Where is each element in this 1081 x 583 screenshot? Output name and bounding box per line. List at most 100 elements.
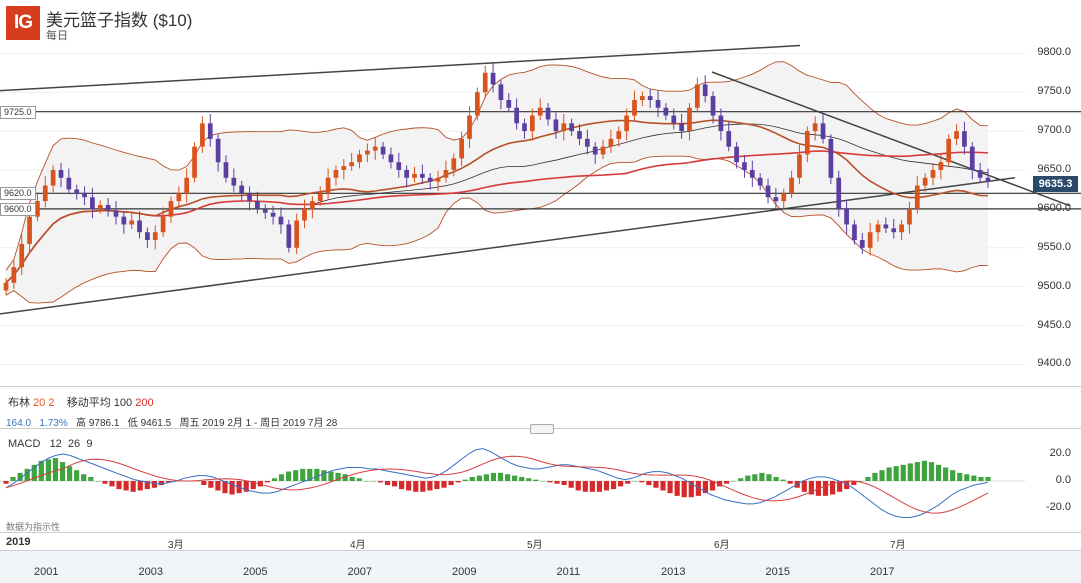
instrument-title: 美元篮子指数 ($10) — [46, 11, 193, 30]
macd-histogram-bar — [957, 472, 963, 481]
macd-histogram-bar — [285, 471, 292, 481]
macd-histogram-bar — [808, 481, 814, 495]
candle — [749, 160, 755, 188]
macd-histogram-bar — [490, 472, 497, 481]
low-label: 低 — [127, 418, 138, 429]
candle — [66, 168, 72, 195]
candle — [938, 152, 944, 180]
time-navigator[interactable] — [0, 550, 1081, 583]
candle — [3, 278, 9, 296]
panel-resize-handle[interactable] — [530, 424, 554, 434]
macd-histogram-bar — [201, 481, 207, 486]
candle — [734, 142, 739, 169]
y-tick-label: 9600.0 — [1037, 201, 1071, 214]
candle — [223, 155, 229, 183]
macd-histogram-bar — [582, 481, 588, 492]
candle — [679, 114, 684, 139]
y-tick-label: 9800.0 — [1037, 46, 1071, 59]
x-tick-label: 6月 — [714, 540, 730, 551]
macd-legend[interactable]: MACD 12 26 9 — [8, 438, 92, 450]
candle — [27, 212, 32, 254]
macd-histogram-bar — [695, 481, 701, 496]
candle — [914, 176, 920, 214]
bollinger-lower — [5, 155, 989, 304]
candle — [977, 163, 983, 183]
macd-histogram-bar — [822, 481, 829, 496]
macd-histogram-bar — [540, 481, 546, 482]
macd-histogram-bar — [978, 476, 984, 481]
trendline — [0, 44, 801, 92]
candle — [482, 65, 488, 99]
macd-histogram-bar — [526, 478, 532, 481]
candle — [184, 168, 190, 203]
trendlines — [0, 44, 1071, 315]
candle — [262, 204, 268, 219]
candle — [828, 134, 834, 184]
candle — [922, 173, 928, 192]
candle — [247, 186, 252, 211]
candle — [404, 165, 410, 188]
candle — [365, 143, 370, 163]
macd-histogram-bar — [554, 481, 560, 484]
candle — [694, 77, 700, 113]
candle — [215, 134, 221, 172]
candle — [647, 89, 653, 108]
candle — [600, 139, 606, 160]
candle — [765, 178, 771, 204]
macd-histogram-bar — [349, 476, 355, 481]
macd-histogram-bar — [441, 481, 447, 488]
candle — [19, 234, 25, 275]
candle — [663, 103, 669, 121]
y-tick-label: 9700.0 — [1037, 124, 1071, 137]
candle — [954, 124, 959, 146]
candle — [160, 207, 166, 237]
candle — [781, 188, 787, 211]
candle — [577, 124, 582, 146]
candle — [836, 170, 842, 217]
macd-histogram-bar — [639, 481, 645, 483]
macd-histogram-bar — [653, 481, 659, 488]
candle — [930, 163, 936, 186]
candle — [883, 217, 889, 233]
candle — [655, 90, 661, 118]
macd-histogram-bar — [38, 460, 44, 481]
macd-histogram-bar — [208, 481, 214, 488]
bollinger-deviation: 2 — [48, 397, 55, 409]
candle — [907, 201, 912, 234]
candle — [357, 149, 362, 169]
y-tick-label: 9550.0 — [1037, 240, 1071, 253]
high-label: 高 — [76, 418, 87, 429]
macd-histogram-bar — [455, 481, 461, 483]
candle — [553, 112, 559, 139]
x-axis-year: 2019 — [6, 536, 31, 548]
macd-histogram-bar — [731, 481, 737, 482]
candle — [962, 121, 967, 155]
macd-histogram-bar — [660, 481, 666, 491]
macd-histogram-bar — [858, 481, 864, 482]
disclaimer-text: 数据为指示性 — [6, 522, 61, 532]
macd-tick-label: 0.0 — [1055, 474, 1071, 486]
candle — [286, 219, 292, 253]
indicator-legend[interactable]: 布林 20 2 移动平均 100 200 — [8, 394, 154, 410]
candle — [946, 134, 952, 167]
macd-histogram-bar — [384, 481, 391, 486]
macd-histogram-bar — [264, 481, 270, 483]
bollinger-period: 20 — [33, 397, 46, 409]
candle — [718, 108, 724, 141]
macd-histogram-bar — [575, 481, 581, 491]
stats-row: 164.0 1.73% 高 9786.1 低 9461.5 周五 2019 2月… — [6, 414, 337, 429]
timeframe-label: 每日 — [46, 30, 68, 42]
candle — [537, 98, 543, 121]
macd-histogram-bar — [406, 481, 412, 491]
navigator-year-label: 2001 — [34, 566, 59, 578]
macd-histogram-bar — [900, 464, 906, 481]
macd-histogram-bar — [52, 458, 59, 481]
candle — [985, 168, 991, 188]
candle — [435, 170, 441, 191]
change-value: 164.0 — [6, 418, 32, 429]
macd-histogram-bar — [391, 481, 398, 487]
macd-label: MACD — [8, 438, 41, 450]
candle — [121, 212, 127, 234]
macd-histogram-bar — [801, 481, 807, 492]
